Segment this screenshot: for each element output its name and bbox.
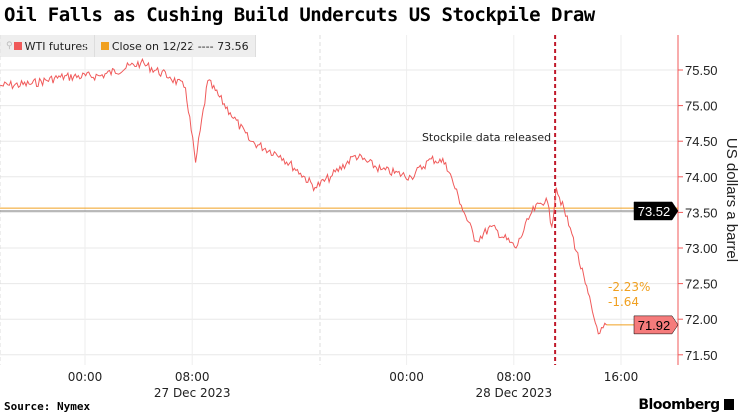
y-tick-label: 73.00 bbox=[685, 241, 718, 256]
legend: ⚲ WTI futures Close on 12/22 ---- 73.56 bbox=[0, 35, 256, 57]
brand-text: Bloomberg bbox=[638, 397, 720, 413]
y-axis-label: US dollars a barrel bbox=[723, 137, 740, 263]
chart-title: Oil Falls as Cushing Build Undercuts US … bbox=[4, 4, 595, 26]
change-abs-label: -1.64 bbox=[608, 295, 639, 309]
source-note: Source: Nymex bbox=[4, 400, 91, 413]
legend-label-wti: WTI futures bbox=[24, 39, 88, 53]
x-tick-label: 08:00 bbox=[497, 370, 532, 384]
close-value-badge-shape bbox=[633, 201, 679, 221]
bloomberg-logo: Bloomberg bbox=[638, 397, 734, 413]
y-tick-label: 75.00 bbox=[685, 99, 718, 114]
line-chart: 75.50 75.00 74.50 74.00 73.50 73.00 72.50 72.00… bbox=[0, 35, 718, 400]
x-date-label: 27 Dec 2023 bbox=[154, 386, 231, 400]
legend-item-close[interactable]: Close on 12/22 ---- 73.56 bbox=[95, 35, 256, 57]
y-tick-label: 74.50 bbox=[685, 134, 718, 149]
y-tick-label: 73.50 bbox=[685, 205, 718, 220]
bloomberg-icon bbox=[724, 399, 734, 410]
pin-icon: ⚲ bbox=[6, 41, 13, 51]
y-tick-label: 75.50 bbox=[685, 63, 718, 78]
x-tick-label: 16:00 bbox=[604, 370, 639, 384]
last-value-badge-shape bbox=[633, 315, 679, 335]
legend-item-wti[interactable]: ⚲ WTI futures bbox=[0, 35, 95, 57]
change-percent-label: -2.23% bbox=[608, 280, 650, 294]
y-tick-label: 72.00 bbox=[685, 312, 718, 327]
event-label: Stockpile data released bbox=[422, 131, 551, 144]
x-tick-label: 08:00 bbox=[175, 370, 210, 384]
legend-swatch-wti bbox=[13, 42, 22, 50]
legend-swatch-close bbox=[100, 42, 109, 50]
x-tick-label: 00:00 bbox=[68, 370, 103, 384]
y-tick-label: 74.00 bbox=[685, 170, 718, 185]
wti-series-line bbox=[0, 57, 607, 335]
legend-label-close: Close on 12/22 ---- 73.56 bbox=[111, 39, 249, 53]
last-value-badge: 71.92 bbox=[638, 318, 671, 333]
y-tick-label: 72.50 bbox=[685, 277, 718, 292]
x-tick-label: 00:00 bbox=[389, 370, 424, 384]
close-value-badge: 73.52 bbox=[638, 204, 671, 219]
x-date-label: 28 Dec 2023 bbox=[475, 386, 552, 400]
y-tick-label: 71.50 bbox=[685, 348, 718, 363]
